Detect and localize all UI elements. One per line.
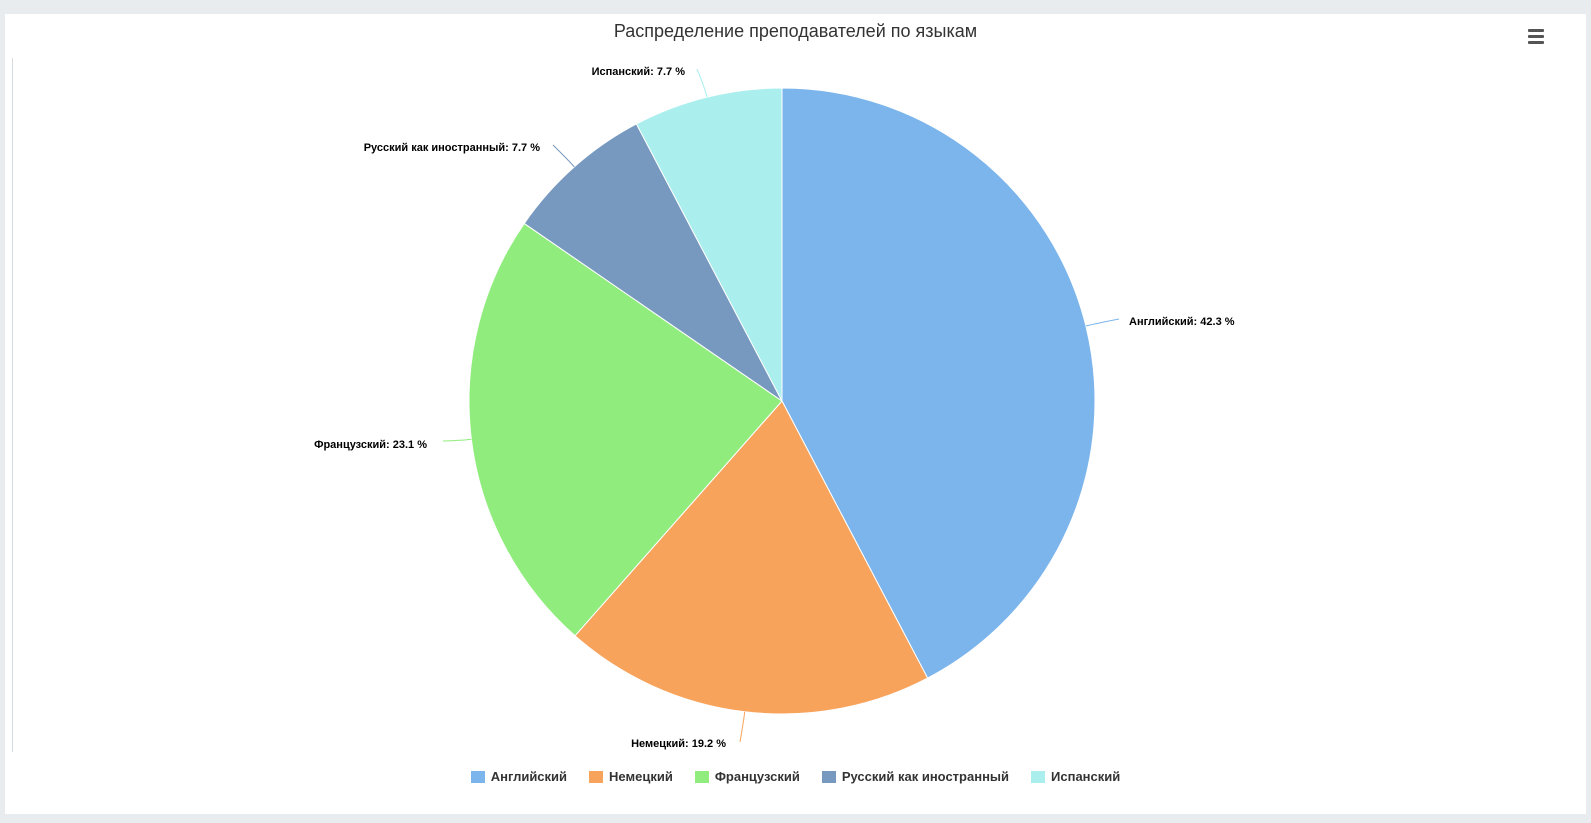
chart-title: Распределение преподавателей по языкам	[613, 21, 978, 41]
legend-item-0[interactable]: Английский	[470, 769, 568, 784]
data-label-slice-0: Английский: 42.3 %	[1129, 316, 1235, 328]
legend-label: Русский как иностранный	[841, 769, 1010, 784]
chart-legend: Английский Немецкий Французский Русский как…	[5, 769, 1586, 784]
connector-slice-3	[552, 144, 575, 168]
connector-slice-1	[739, 711, 746, 743]
pie-slice-2[interactable]	[468, 222, 783, 637]
data-label-slice-2: Французский: 23.1 %	[314, 439, 427, 451]
legend-item-4[interactable]: Испанский	[1031, 769, 1120, 784]
connector-slice-0	[1085, 318, 1120, 327]
legend-swatch	[470, 770, 485, 783]
data-label-slice-4: Испанский: 7.7 %	[592, 66, 686, 78]
data-label-slice-3: Русский как иностранный: 7.7 %	[364, 142, 541, 154]
pie-slice-4[interactable]	[635, 87, 783, 402]
hamburger-menu-icon[interactable]	[1526, 26, 1546, 46]
legend-swatch	[694, 770, 709, 783]
legend-label: Испанский	[1051, 769, 1121, 784]
legend-label: Немецкий	[609, 769, 673, 784]
pie-slice-0[interactable]	[781, 87, 1096, 679]
chart-panel: Распределение преподавателей по языкам А…	[5, 14, 1586, 814]
legend-item-1[interactable]: Немецкий	[589, 769, 673, 784]
legend-item-2[interactable]: Французский	[694, 769, 800, 784]
pie-slice-1[interactable]	[574, 400, 929, 715]
legend-item-3[interactable]: Русский как иностранный	[821, 769, 1010, 784]
legend-swatch	[1031, 770, 1046, 783]
legend-swatch	[821, 770, 836, 783]
data-label-slice-1: Немецкий: 19.2 %	[631, 738, 726, 750]
legend-swatch	[589, 770, 604, 783]
legend-label: Английский	[490, 769, 568, 784]
pie-slice-3[interactable]	[523, 123, 783, 402]
connector-slice-2	[442, 438, 472, 442]
connector-slice-4	[696, 68, 708, 98]
panel-divider	[12, 58, 13, 752]
legend-label: Французский	[714, 769, 800, 784]
pie-chart: Английский: 42.3 % Немецкий: 19.2 % Францу…	[314, 66, 1235, 750]
